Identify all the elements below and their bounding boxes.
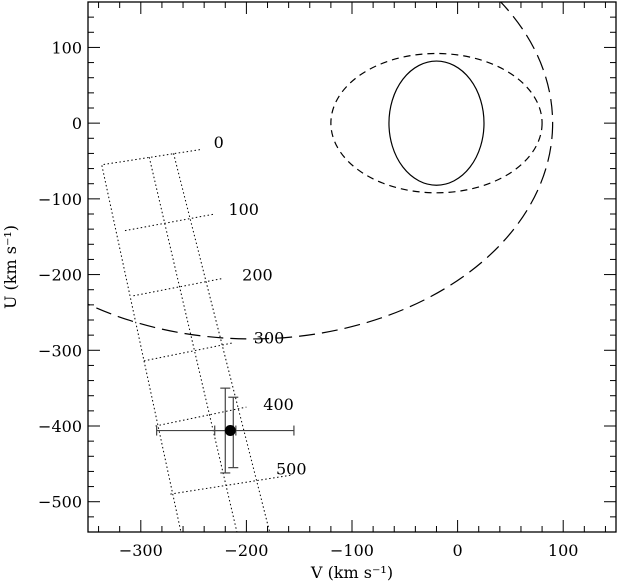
dotted-grid: [101, 149, 307, 532]
x-tick-label: 0: [453, 541, 463, 560]
curves: [88, 2, 554, 340]
circle-long-dashed: [88, 2, 554, 340]
y-tick-label: 0: [72, 114, 82, 133]
dotted-grid-row: [133, 277, 224, 297]
y-tick-label: −300: [38, 341, 82, 360]
x-tick-label: −300: [119, 541, 163, 560]
dotted-grid-label: 100: [228, 200, 259, 219]
x-tick-label: 100: [548, 541, 579, 560]
y-tick-label: 100: [51, 38, 82, 57]
data-points: [156, 387, 295, 474]
plot-frame: [87, 1, 617, 533]
dotted-grid-label: 300: [254, 328, 285, 347]
dotted-grid-row: [155, 406, 247, 427]
dotted-grid-labels: 0 100 200 300 400 500: [214, 133, 307, 478]
x-tick-label: −200: [224, 541, 268, 560]
dotted-grid-row: [124, 213, 215, 232]
y-tick-label: −400: [38, 417, 82, 436]
ellipse-solid: [388, 60, 485, 186]
dotted-grid-row: [170, 474, 291, 495]
dotted-grid-column: [173, 153, 271, 532]
x-tick-label: −100: [330, 541, 374, 560]
dotted-grid-label: 500: [276, 459, 307, 478]
dotted-grid-label: 0: [214, 133, 224, 152]
data-point: [224, 425, 236, 437]
dotted-grid-row: [143, 342, 234, 362]
y-tick-label: −200: [38, 266, 82, 285]
y-tick-label: −100: [38, 190, 82, 209]
dotted-grid-label: 200: [242, 266, 273, 285]
dotted-grid-column: [148, 157, 238, 532]
y-axis-title: U (km s⁻¹): [1, 225, 20, 309]
x-axis-title: V (km s⁻¹): [310, 563, 393, 582]
ellipse-dashed: [330, 52, 543, 194]
dotted-grid-label: 400: [263, 395, 294, 414]
axis-ticks: −300 −200 −100 0 100 100 0 −100 −200 −300 −400 −500: [38, 1, 616, 560]
y-tick-label: −500: [38, 493, 82, 512]
